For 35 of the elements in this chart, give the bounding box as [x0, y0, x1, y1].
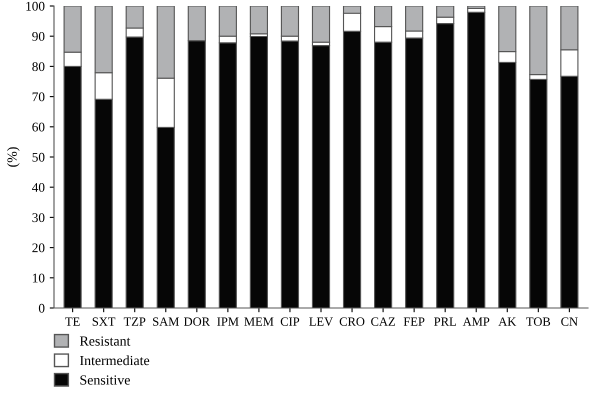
- x-tick-label: AK: [498, 317, 516, 326]
- y-tick-label: 10: [32, 274, 44, 283]
- y-tick-label: 30: [32, 213, 44, 222]
- y-axis-title: (%): [7, 147, 20, 167]
- y-tick-label: 80: [32, 62, 44, 72]
- x-tick-label: CN: [561, 317, 578, 326]
- legend-label: Resistant: [80, 336, 130, 346]
- y-tick-label: 100: [26, 2, 44, 11]
- x-tick-label: SAM: [153, 317, 179, 326]
- bar: [250, 6, 268, 34]
- legend-label: Intermediate: [80, 355, 150, 366]
- bar: [467, 6, 486, 9]
- x-tick-label: IPM: [217, 318, 239, 326]
- y-tick-label: 0: [38, 304, 44, 313]
- x-tick-label: TZP: [124, 318, 146, 326]
- x-tick-label: CIP: [280, 317, 300, 326]
- bar: [312, 6, 330, 43]
- y-tick-label: 50: [32, 152, 44, 162]
- y-tick-label: 40: [32, 183, 44, 192]
- x-tick-label: TOB: [526, 317, 550, 326]
- x-tick-label: PRL: [434, 318, 456, 326]
- x-tick-label: MEM: [244, 318, 274, 326]
- x-tick-label: FEP: [404, 318, 424, 326]
- x-tick-label: CRO: [340, 317, 364, 326]
- x-tick-label: CAZ: [371, 317, 395, 326]
- x-tick-label: SXT: [92, 317, 116, 326]
- x-tick-label: DOR: [184, 317, 210, 326]
- y-tick-label: 60: [32, 122, 44, 132]
- y-tick-label: 90: [32, 32, 44, 41]
- y-tick-label: 20: [32, 243, 44, 252]
- x-tick-label: TE: [65, 318, 80, 326]
- y-tick-label: 70: [32, 92, 44, 102]
- legend-label: Sensitive: [80, 375, 130, 385]
- x-tick-label: AMP: [462, 317, 490, 326]
- x-tick-label: LEV: [309, 318, 334, 326]
